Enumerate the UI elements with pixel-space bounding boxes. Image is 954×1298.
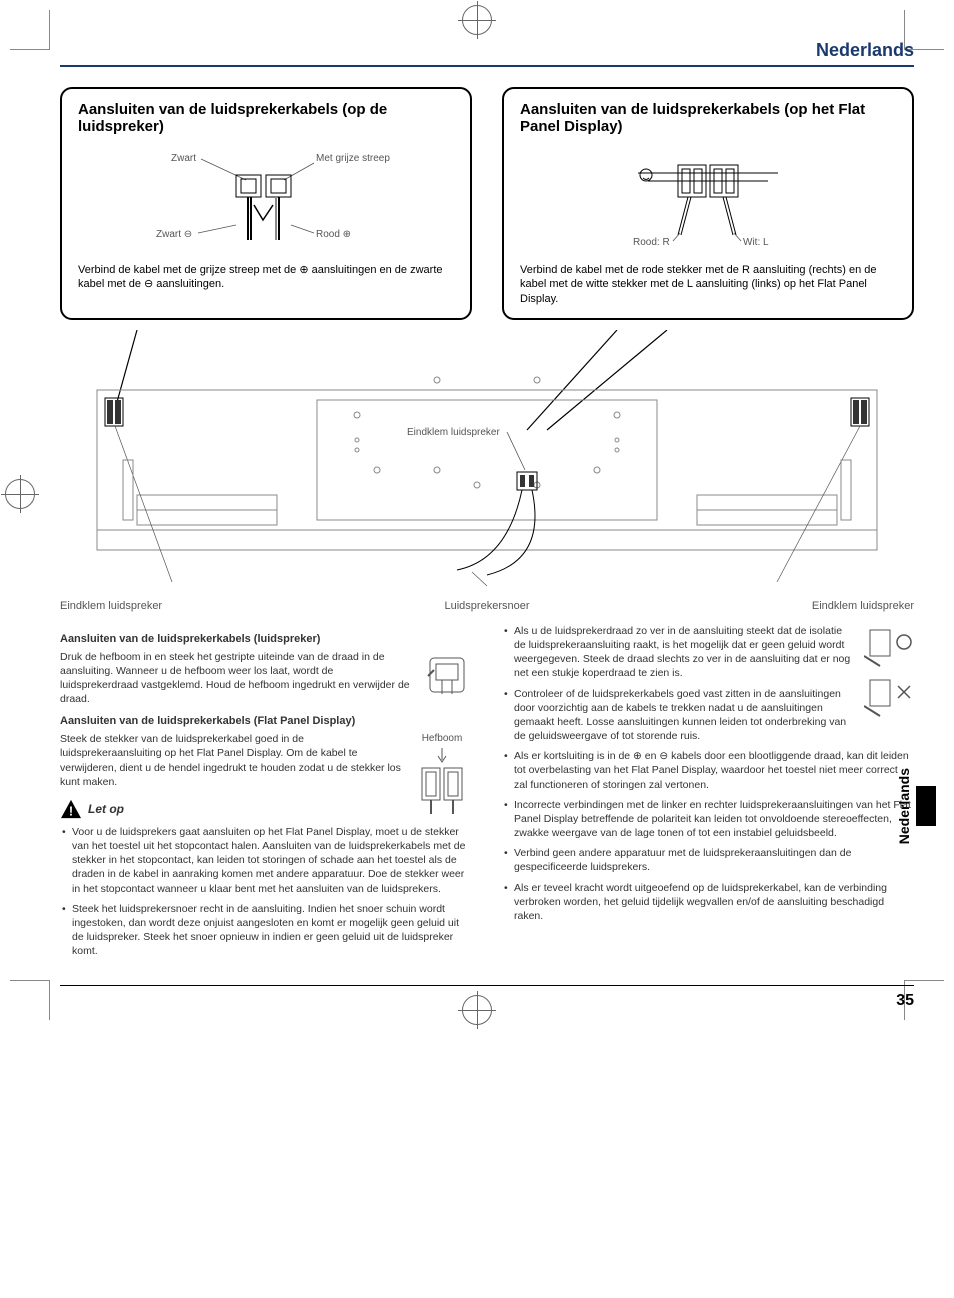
- label-rood-plus: Rood ⊕: [316, 229, 351, 240]
- page-number: 35: [60, 985, 914, 1010]
- page-content: Nederlands Aansluiten van de luidspreker…: [0, 0, 954, 1030]
- caution-label: Let op: [88, 801, 124, 817]
- callout-row: Aansluiten van de luidsprekerkabels (op …: [60, 87, 914, 320]
- left-li2: Steek het luidsprekersnoer recht in de a…: [60, 902, 472, 959]
- label-rood-r: Rood: R: [633, 237, 670, 248]
- body-columns: Aansluiten van de luidsprekerkabels (lui…: [60, 624, 914, 965]
- callout-left-title: Aansluiten van de luidsprekerkabels (op …: [78, 101, 454, 135]
- left-h1: Aansluiten van de luidsprekerkabels (lui…: [60, 632, 472, 647]
- label-eindklem-center: Eindklem luidspreker: [407, 427, 500, 438]
- side-tab-text: Nederlands: [892, 760, 916, 852]
- label-zwart-minus: Zwart ⊖: [156, 229, 192, 240]
- header-language: Nederlands: [60, 40, 914, 67]
- callout-right: Aansluiten van de luidsprekerkabels (op …: [502, 87, 914, 320]
- callout-left-diagram: Zwart Met grijze streep Zwart ⊖ Rood ⊕: [78, 145, 454, 255]
- terminal-fig-2: Hefboom: [412, 732, 472, 820]
- label-grijze: Met grijze streep: [316, 153, 390, 164]
- caution-row: ! Let op: [60, 799, 404, 819]
- terminal-fig-1: [422, 650, 472, 704]
- left-h2: Aansluiten van de luidsprekerkabels (Fla…: [60, 714, 472, 729]
- label-zwart: Zwart: [171, 153, 196, 164]
- side-tab: Nederlands: [892, 760, 936, 852]
- right-li5: Verbind geen andere apparatuur met de lu…: [502, 846, 914, 874]
- label-eindklem-right: Eindklem luidspreker: [812, 600, 914, 612]
- diagram-bottom-labels: Eindklem luidspreker Luidsprekersnoer Ei…: [60, 600, 914, 612]
- right-li6: Als er teveel kracht wordt uitgeoefend o…: [502, 881, 914, 924]
- callout-right-diagram: Rood: R Wit: L: [520, 145, 896, 255]
- label-eindklem-left: Eindklem luidspreker: [60, 600, 162, 612]
- right-column: Als u de luidsprekerdraad zo ver in de a…: [502, 624, 914, 965]
- main-diagram: Eindklem luidspreker: [60, 330, 914, 590]
- callout-right-text: Verbind de kabel met de rode stekker met…: [520, 263, 896, 306]
- svg-text:!: !: [69, 803, 73, 818]
- left-column: Aansluiten van de luidsprekerkabels (lui…: [60, 624, 472, 965]
- callout-left-text: Verbind de kabel met de grijze streep me…: [78, 263, 454, 292]
- hefboom-label: Hefboom: [412, 732, 472, 746]
- side-tab-block: [916, 786, 936, 826]
- left-p2: Steek de stekker van de luidsprekerkabel…: [60, 732, 472, 789]
- callout-right-title: Aansluiten van de luidsprekerkabels (op …: [520, 101, 896, 135]
- right-li4: Incorrecte verbindingen met de linker en…: [502, 798, 914, 841]
- label-wit-l: Wit: L: [743, 237, 769, 248]
- callout-left: Aansluiten van de luidsprekerkabels (op …: [60, 87, 472, 320]
- left-p1: Druk de hefboom in en steek het gestript…: [60, 650, 472, 707]
- left-li1: Voor u de luidsprekers gaat aansluiten o…: [60, 825, 472, 896]
- warning-icon: !: [60, 799, 82, 819]
- right-li1: Als u de luidsprekerdraad zo ver in de a…: [502, 624, 914, 681]
- label-luidsprekersnoer: Luidsprekersnoer: [445, 600, 530, 612]
- right-li2: Controleer of de luidsprekerkabels goed …: [502, 687, 914, 744]
- right-li3: Als er kortsluiting is in de ⊕ en ⊖ kabe…: [502, 749, 914, 792]
